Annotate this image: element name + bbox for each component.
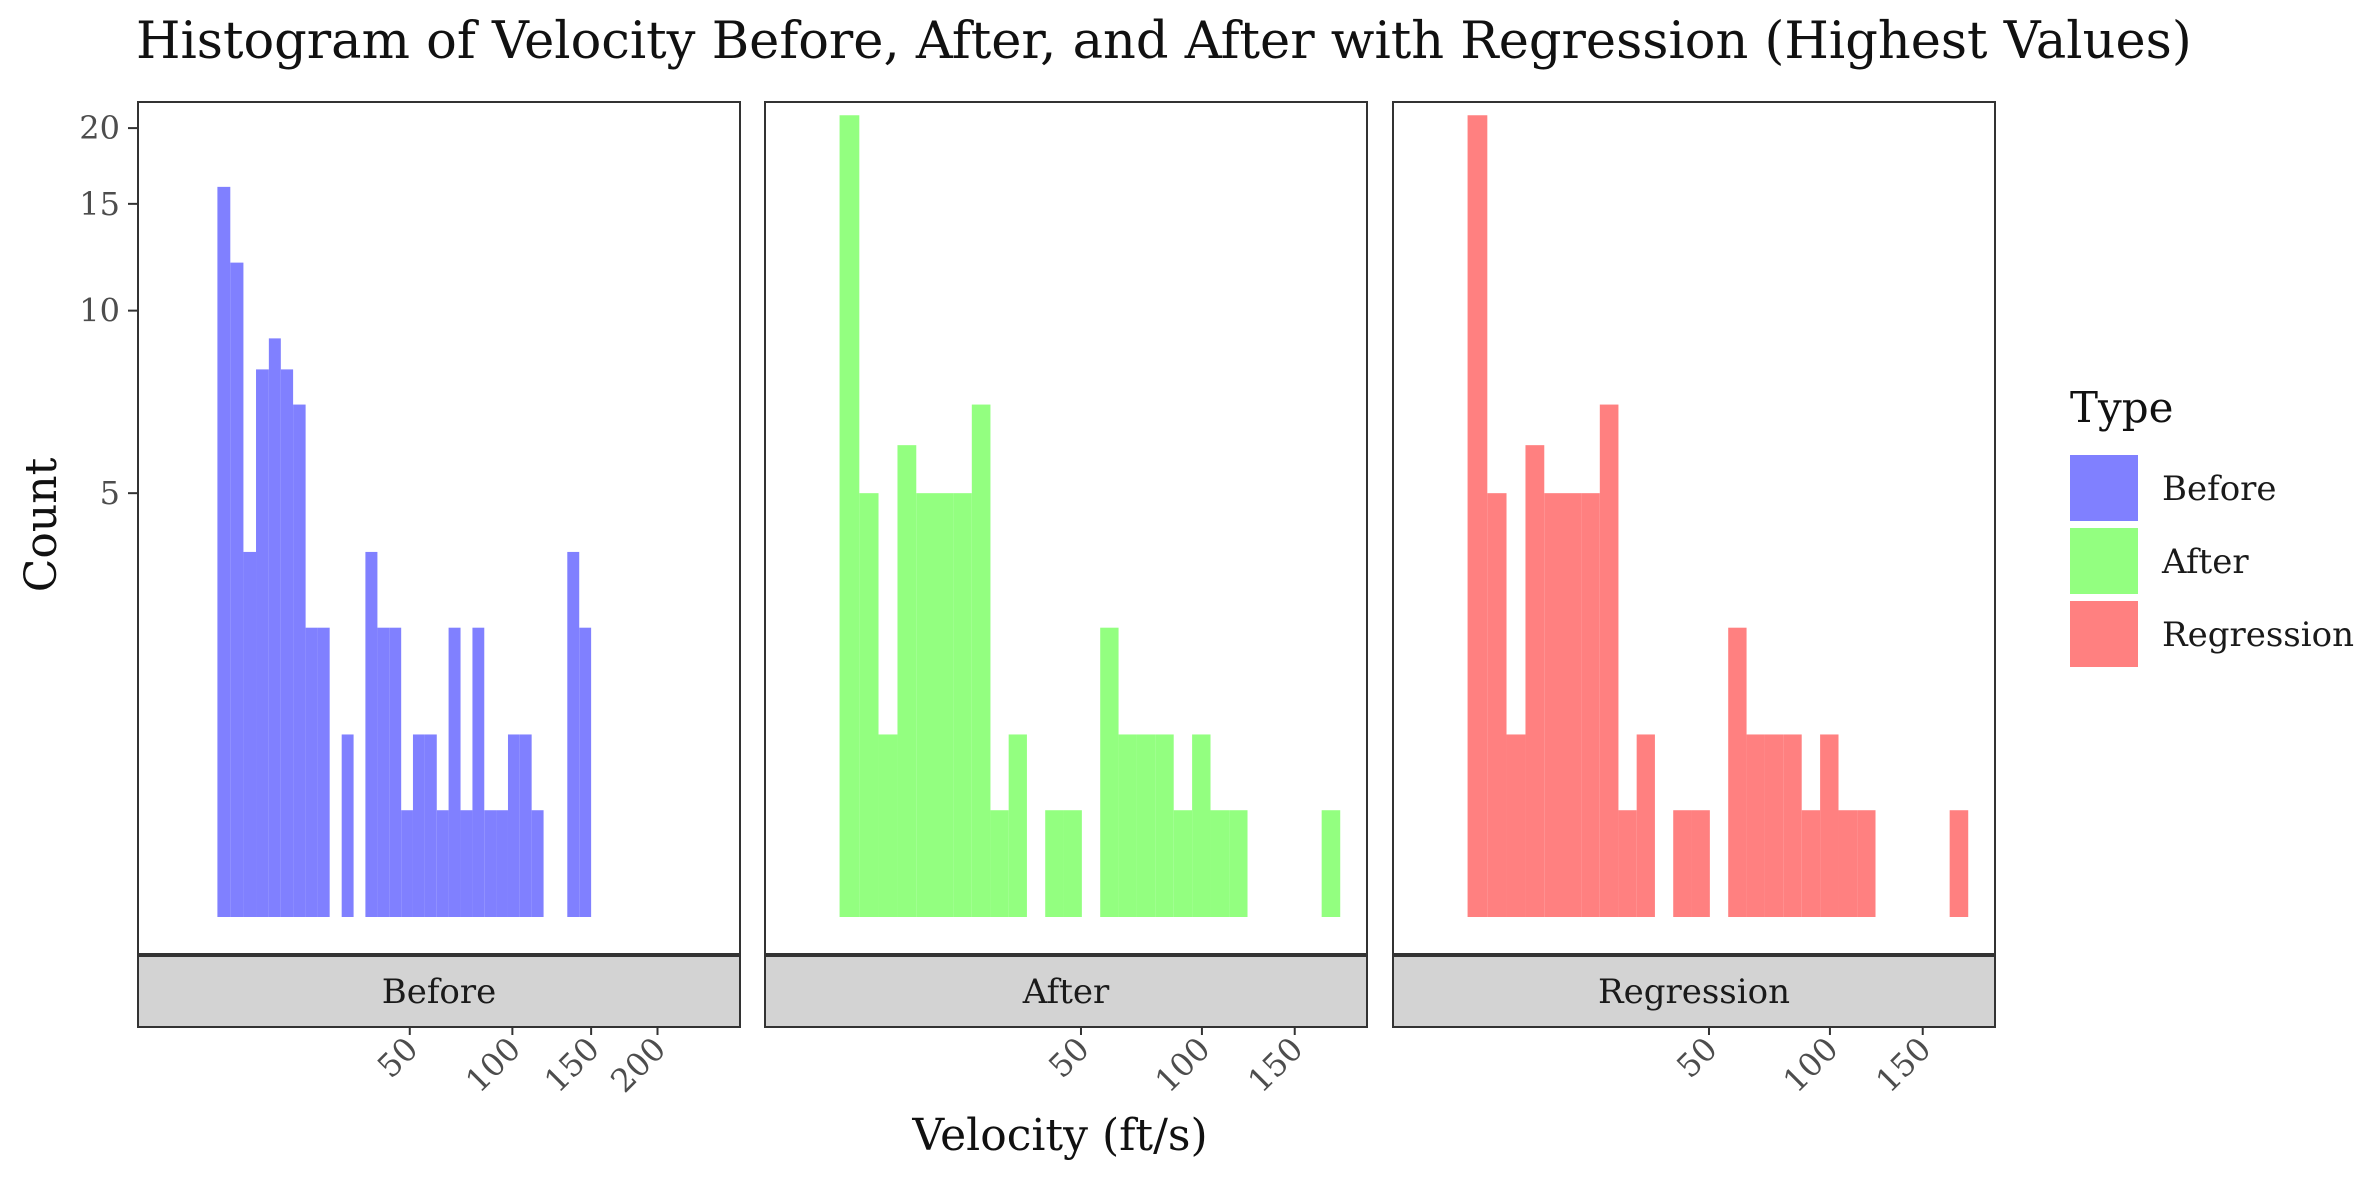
histogram-bar — [1525, 445, 1545, 917]
histogram-bar — [1155, 734, 1174, 917]
histogram-bar — [1691, 810, 1710, 917]
y-tick-label: 10 — [79, 292, 120, 330]
histogram-bar — [953, 493, 972, 917]
legend-label: Regression — [2162, 615, 2354, 655]
histogram-bar — [934, 493, 954, 917]
histogram-bar — [256, 369, 269, 917]
y-tick-label: 5 — [100, 474, 120, 512]
histogram-bar — [1544, 493, 1563, 917]
histogram-bar — [436, 810, 449, 917]
legend-key-after — [2070, 528, 2138, 594]
histogram-bar — [243, 551, 257, 917]
y-axis-title: Count — [16, 457, 67, 592]
histogram-bar — [1173, 810, 1193, 917]
histogram-bar — [1820, 734, 1839, 917]
histogram-bar — [484, 810, 497, 917]
histogram-bar — [230, 262, 244, 918]
y-tick-label: 20 — [79, 109, 120, 147]
y-tick-label: 15 — [79, 185, 120, 223]
histogram-bar — [448, 627, 461, 917]
histogram-bar — [472, 627, 485, 917]
histogram-bar — [268, 338, 281, 918]
histogram-bar — [280, 369, 294, 917]
histogram-bar — [424, 734, 437, 917]
histogram-bar — [1136, 734, 1156, 917]
histogram-bar — [1562, 493, 1582, 917]
histogram-bar — [496, 810, 508, 917]
strip-background — [1392, 954, 1996, 1028]
histogram-bar — [1321, 810, 1341, 917]
histogram-bar — [990, 810, 1009, 917]
chart-title: Histogram of Velocity Before, After, and… — [136, 12, 2192, 71]
histogram-bar — [217, 186, 231, 917]
strip-label: Before — [382, 972, 497, 1012]
histogram-bar — [1210, 810, 1230, 917]
histogram-bar — [1487, 493, 1507, 917]
histogram-bar — [1118, 734, 1137, 917]
histogram-bar — [519, 734, 532, 917]
x-axis-title: Velocity (ft/s) — [911, 1110, 1207, 1161]
histogram-bar — [1063, 810, 1082, 917]
histogram-bar — [341, 734, 354, 917]
histogram-bar — [1764, 734, 1784, 917]
histogram-bar — [460, 810, 473, 917]
histogram-bar — [1045, 810, 1064, 917]
histogram-bar — [971, 404, 991, 918]
histogram-bar — [317, 627, 330, 917]
histogram-bar — [1229, 810, 1248, 917]
histogram-bar — [365, 551, 378, 917]
histogram-bar — [567, 551, 580, 917]
histogram-bar — [531, 810, 544, 917]
legend: Type Before After Regression — [2070, 383, 2354, 667]
histogram-bar — [389, 627, 402, 917]
histogram-bar — [1581, 493, 1600, 917]
histogram-bar — [1599, 404, 1619, 918]
histogram-bar — [916, 493, 935, 917]
histogram-bar — [878, 734, 898, 917]
histogram-bar — [1857, 810, 1876, 917]
legend-key-before — [2070, 455, 2138, 521]
strip-label: Regression — [1598, 972, 1790, 1012]
histogram-bar — [1949, 810, 1969, 917]
legend-label: Before — [2162, 469, 2277, 509]
histogram-bar — [1728, 627, 1747, 917]
legend-title: Type — [2070, 383, 2173, 432]
histogram-bar — [1100, 627, 1119, 917]
histogram-bar — [1673, 810, 1692, 917]
histogram-bar — [1506, 734, 1526, 917]
histogram-bar — [401, 810, 413, 917]
histogram-bar — [1467, 115, 1488, 917]
histogram-bar — [839, 115, 860, 917]
legend-label: After — [2161, 542, 2249, 582]
histogram-bar — [859, 493, 879, 917]
histogram-bar — [1746, 734, 1765, 917]
histogram-bar — [1838, 810, 1858, 917]
strip-label: After — [1022, 972, 1110, 1012]
strip-background — [764, 954, 1368, 1028]
histogram-bar — [1618, 810, 1637, 917]
histogram-bar — [897, 445, 917, 917]
legend-key-regression — [2070, 601, 2138, 667]
histogram-bar — [507, 734, 520, 917]
histogram-bar — [579, 627, 592, 917]
histogram-bar — [377, 627, 390, 917]
histogram-bar — [1783, 734, 1802, 917]
histogram-bar — [305, 627, 318, 917]
histogram-bar — [1636, 734, 1655, 917]
histogram-bar — [1801, 810, 1821, 917]
histogram-bar — [1008, 734, 1027, 917]
histogram-bar — [293, 404, 306, 918]
histogram-bar — [412, 734, 425, 917]
histogram-bar — [1192, 734, 1211, 917]
